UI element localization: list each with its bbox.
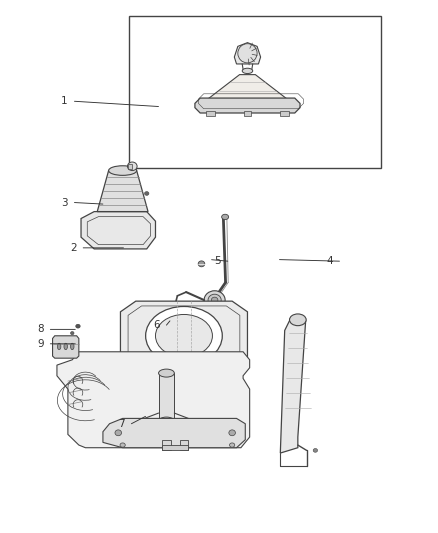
Ellipse shape <box>110 193 116 199</box>
Ellipse shape <box>120 443 125 447</box>
Bar <box>180 440 188 450</box>
Polygon shape <box>57 352 250 448</box>
Bar <box>206 111 215 116</box>
Ellipse shape <box>159 369 174 377</box>
Ellipse shape <box>198 261 205 266</box>
Ellipse shape <box>145 191 149 195</box>
Bar <box>159 373 174 421</box>
Ellipse shape <box>229 430 236 436</box>
Polygon shape <box>234 43 261 64</box>
Bar <box>129 16 381 168</box>
Ellipse shape <box>71 332 74 335</box>
Text: 9: 9 <box>37 339 44 349</box>
Text: 8: 8 <box>37 325 44 334</box>
Text: 6: 6 <box>153 320 160 330</box>
Bar <box>244 111 251 116</box>
Ellipse shape <box>76 324 80 328</box>
Ellipse shape <box>290 314 306 326</box>
Ellipse shape <box>155 314 212 357</box>
Text: 5: 5 <box>215 256 221 266</box>
Ellipse shape <box>127 162 137 171</box>
Ellipse shape <box>64 343 67 350</box>
Ellipse shape <box>208 294 221 306</box>
Bar <box>128 164 132 169</box>
Ellipse shape <box>211 297 218 303</box>
Polygon shape <box>120 301 247 376</box>
Text: 2: 2 <box>70 243 77 253</box>
Ellipse shape <box>71 343 74 350</box>
Bar <box>162 440 171 450</box>
Ellipse shape <box>145 306 222 365</box>
Polygon shape <box>103 418 245 448</box>
Polygon shape <box>97 171 148 212</box>
Ellipse shape <box>242 68 253 74</box>
Ellipse shape <box>159 417 174 425</box>
Polygon shape <box>201 75 293 104</box>
Polygon shape <box>81 212 155 249</box>
Text: 7: 7 <box>118 419 125 429</box>
Ellipse shape <box>212 296 218 301</box>
Text: 1: 1 <box>61 96 68 106</box>
Ellipse shape <box>238 44 257 63</box>
Ellipse shape <box>230 443 235 447</box>
Bar <box>162 445 188 450</box>
Ellipse shape <box>222 214 229 220</box>
Text: 3: 3 <box>61 198 68 207</box>
Ellipse shape <box>115 430 121 436</box>
Text: 4: 4 <box>326 256 333 266</box>
Polygon shape <box>53 336 79 358</box>
Ellipse shape <box>57 343 61 350</box>
Ellipse shape <box>204 291 225 309</box>
Ellipse shape <box>313 449 318 452</box>
Ellipse shape <box>109 166 137 175</box>
Bar <box>280 111 289 116</box>
Polygon shape <box>195 98 300 113</box>
Polygon shape <box>280 320 306 453</box>
